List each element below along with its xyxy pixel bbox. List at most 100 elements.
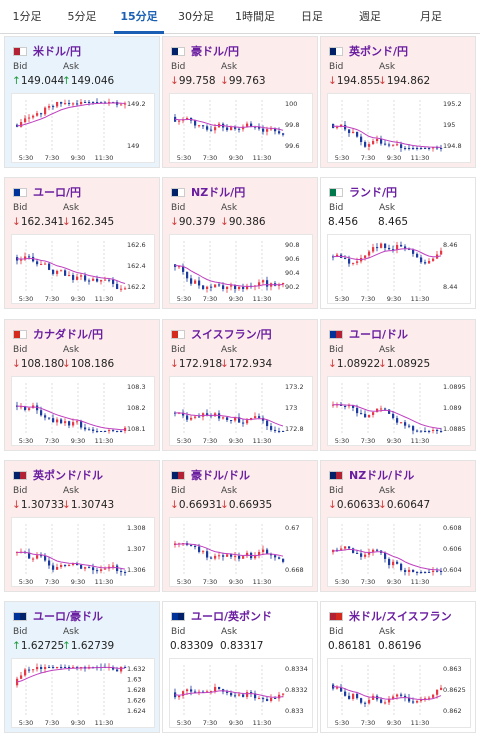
candle-body: [230, 692, 233, 696]
mini-candlestick-chart[interactable]: 0.67 0.668 5:30 7:30 9:30 11:30: [169, 517, 313, 587]
x-tick-label: 7:30: [203, 578, 218, 586]
rate-card[interactable]: 豪ドル/円 Bid Ask ↓99.758 ↓99.763 100 99.8 99.6 5:30…: [162, 36, 318, 168]
x-tick-label: 7:30: [45, 719, 60, 727]
pair-name[interactable]: ランド/円: [349, 186, 398, 199]
candle-body: [348, 129, 351, 133]
pair-name[interactable]: NZドル/ドル: [349, 469, 415, 482]
mini-candlestick-chart[interactable]: 1.0895 1.089 1.0885 5:30 7:30 9:30 11:30: [327, 376, 471, 446]
tab-4[interactable]: 1時間足: [235, 10, 275, 23]
candle-body: [80, 275, 83, 277]
candle-body: [96, 570, 99, 572]
moving-average-line: [16, 257, 126, 284]
y-tick-label: 1.089: [443, 404, 462, 412]
pair-name[interactable]: 米ドル/円: [33, 45, 82, 58]
candle-body: [190, 417, 193, 420]
candle-body: [440, 250, 443, 255]
rate-card[interactable]: ユーロ/円 Bid Ask ↓162.341 ↓162.345 162.6 162.4 162…: [4, 177, 160, 309]
rate-card[interactable]: ユーロ/英ポンド Bid Ask 0.83309 0.83317 0.8334 0.8332…: [162, 601, 318, 733]
y-tick-label: 1.308: [127, 524, 146, 532]
mini-candlestick-chart[interactable]: 90.8 90.6 90.4 90.2 5:30 7:30 9:30 11:30: [169, 234, 313, 304]
pair-name[interactable]: スイスフラン/円: [191, 328, 272, 341]
tab-0[interactable]: 1分足: [12, 10, 42, 23]
ask-value: ↓172.934: [220, 358, 272, 370]
tab-2[interactable]: 15分足: [110, 0, 168, 34]
pair-header[interactable]: スイスフラン/円: [171, 327, 272, 341]
y-tick-label: 172.8: [285, 425, 304, 433]
mini-candlestick-chart[interactable]: 195.2 195 194.8 5:30 7:30 9:30 11:30: [327, 93, 471, 163]
candle-body: [100, 280, 103, 282]
pair-header[interactable]: NZドル/円: [171, 185, 245, 199]
pair-name[interactable]: ユーロ/英ポンド: [191, 610, 273, 623]
tab-1[interactable]: 5分足: [67, 10, 97, 23]
rate-card[interactable]: 米ドル/円 Bid Ask ↑149.044 ↑149.046 149.2 149 5:30 7…: [4, 36, 160, 168]
mini-candlestick-chart[interactable]: 8.46 8.44 5:30 7:30 9:30 11:30: [327, 234, 471, 304]
rate-card[interactable]: 米ドル/スイスフラン Bid Ask 0.86181 0.86196 0.863 0.862…: [320, 601, 476, 733]
rate-card[interactable]: ユーロ/豪ドル Bid Ask ↑1.62725 ↑1.62739 1.632 1.63 1.…: [4, 601, 160, 733]
rate-card[interactable]: 英ポンド/ドル Bid Ask ↓1.30733 ↓1.30743 1.308 1.307 1…: [4, 460, 160, 592]
pair-name[interactable]: 豪ドル/円: [191, 45, 240, 58]
pair-header[interactable]: ユーロ/ドル: [329, 327, 408, 341]
mini-candlestick-chart[interactable]: 1.632 1.63 1.628 1.626 1.624 5:30 7:30 9:30 11:3…: [11, 658, 155, 728]
candle-body: [372, 549, 375, 553]
pair-header[interactable]: 豪ドル/円: [171, 44, 239, 58]
pair-header[interactable]: ユーロ/豪ドル: [13, 609, 103, 623]
rate-card[interactable]: 豪ドル/ドル Bid Ask ↓0.66931 ↓0.66935 0.67 0.668 5:3…: [162, 460, 318, 592]
mini-candlestick-chart[interactable]: 0.8334 0.8332 0.833 5:30 7:30 9:30 11:30: [169, 658, 313, 728]
candle-body: [396, 418, 399, 423]
pair-header[interactable]: 豪ドル/ドル: [171, 468, 250, 482]
flag-stripe: [172, 612, 178, 620]
rate-card[interactable]: ユーロ/ドル Bid Ask ↓1.08922 ↓1.08925 1.0895 1.089 1…: [320, 319, 476, 451]
candle-body: [242, 694, 245, 697]
pair-header[interactable]: 米ドル/円: [13, 44, 81, 58]
tab-5[interactable]: 日足: [301, 10, 323, 23]
pair-header[interactable]: カナダドル/円: [13, 327, 103, 341]
pair-name[interactable]: NZドル/円: [191, 186, 246, 199]
candle-body: [348, 546, 351, 549]
mini-candlestick-chart[interactable]: 149.2 149 5:30 7:30 9:30 11:30: [11, 93, 155, 163]
pair-header[interactable]: ユーロ/円: [13, 185, 81, 199]
bid-label: Bid: [171, 627, 186, 637]
pair-name[interactable]: カナダドル/円: [33, 328, 104, 341]
mini-candlestick-chart[interactable]: 108.3 108.2 108.1 5:30 7:30 9:30 11:30: [11, 376, 155, 446]
mini-candlestick-chart[interactable]: 0.863 0.8625 0.862 5:30 7:30 9:30 11:30: [327, 658, 471, 728]
mini-candlestick-chart[interactable]: 0.608 0.606 0.604 5:30 7:30 9:30 11:30: [327, 517, 471, 587]
rate-card[interactable]: ランド/円 Bid Ask 8.456 8.465 8.46 8.44 5:30 7:30 9:3…: [320, 177, 476, 309]
pair-header[interactable]: 米ドル/スイスフラン: [329, 609, 452, 623]
pair-name[interactable]: ユーロ/ドル: [349, 328, 409, 341]
ask-label: Ask: [221, 62, 238, 72]
x-tick-label: 9:30: [229, 437, 244, 445]
pair-name[interactable]: 英ポンド/ドル: [33, 469, 104, 482]
rate-card[interactable]: カナダドル/円 Bid Ask ↓108.180 ↓108.186 108.3 108.2 1…: [4, 319, 160, 451]
pair-header[interactable]: 英ポンド/円: [329, 44, 408, 58]
candle-body: [210, 129, 213, 131]
pair-name[interactable]: 英ポンド/円: [349, 45, 409, 58]
pair-header[interactable]: NZドル/ドル: [329, 468, 414, 482]
pair-name[interactable]: ユーロ/円: [33, 186, 82, 199]
pair-name[interactable]: 米ドル/スイスフラン: [349, 610, 452, 623]
mini-candlestick-chart[interactable]: 162.6 162.4 162.2 5:30 7:30 9:30 11:30: [11, 234, 155, 304]
candle-body: [202, 125, 205, 127]
ask-direction-icon: ↓: [378, 75, 387, 87]
tab-3[interactable]: 30分足: [178, 10, 214, 23]
flag-stripe: [14, 612, 20, 620]
rate-card[interactable]: スイスフラン/円 Bid Ask ↓172.918 ↓172.934 173.2 173 17…: [162, 319, 318, 451]
pair-name[interactable]: ユーロ/豪ドル: [33, 610, 104, 623]
tab-6[interactable]: 週足: [359, 10, 381, 23]
rate-card[interactable]: NZドル/円 Bid Ask ↓90.379 ↓90.386 90.8 90.6 90.4 90…: [162, 177, 318, 309]
candle-body: [120, 667, 123, 672]
rate-card[interactable]: 英ポンド/円 Bid Ask ↓194.855 ↓194.862 195.2 195 194.…: [320, 36, 476, 168]
mini-candlestick-chart[interactable]: 173.2 173 172.8 5:30 7:30 9:30 11:30: [169, 376, 313, 446]
tab-7[interactable]: 月足: [420, 10, 442, 23]
candle-body: [48, 560, 51, 566]
pair-header[interactable]: ユーロ/英ポンド: [171, 609, 272, 623]
pair-name[interactable]: 豪ドル/ドル: [191, 469, 251, 482]
pair-header[interactable]: ランド/円: [329, 185, 397, 199]
pair-header[interactable]: 英ポンド/ドル: [13, 468, 103, 482]
rate-card[interactable]: NZドル/ドル Bid Ask ↓0.60633 ↓0.60647 0.608 0.606 0…: [320, 460, 476, 592]
candle-body: [270, 554, 273, 556]
moving-average-line: [332, 125, 442, 148]
mini-candlestick-chart[interactable]: 1.308 1.307 1.306 5:30 7:30 9:30 11:30: [11, 517, 155, 587]
chart-svg: 173.2 173 172.8 5:30 7:30 9:30 11:30: [174, 383, 304, 445]
bid-value: ↓108.180: [12, 358, 64, 370]
mini-candlestick-chart[interactable]: 100 99.8 99.6 5:30 7:30 9:30 11:30: [169, 93, 313, 163]
